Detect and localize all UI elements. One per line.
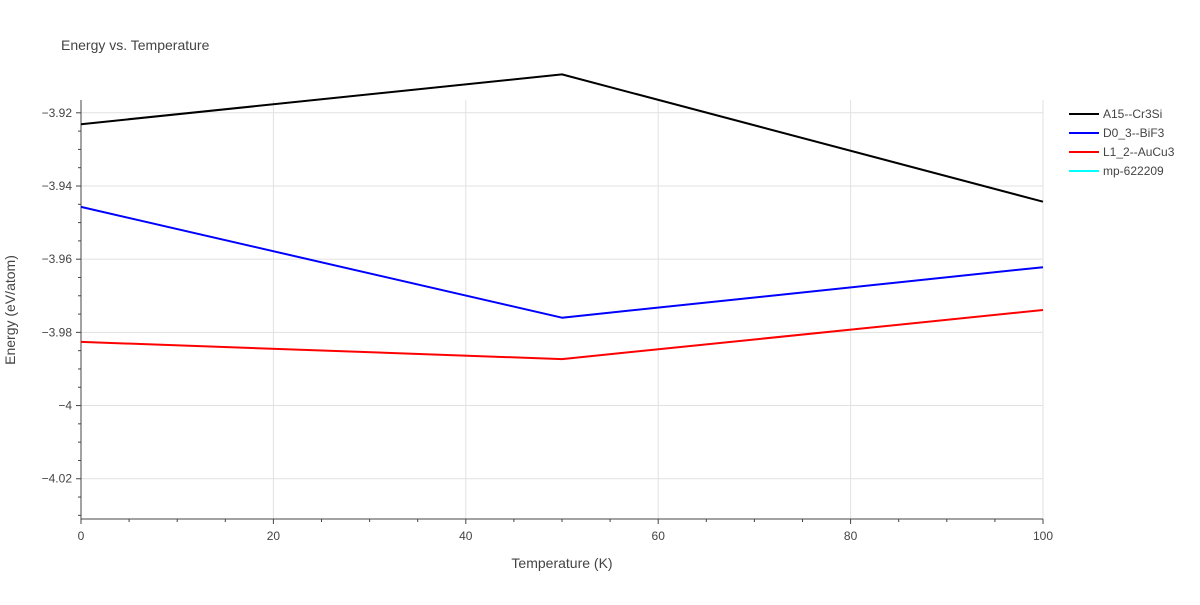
legend-label: mp-622209 <box>1103 164 1164 178</box>
x-axis-title: Temperature (K) <box>511 555 612 571</box>
x-tick-label: 60 <box>652 529 666 543</box>
legend-label: A15--Cr3Si <box>1103 107 1162 121</box>
y-tick-label: −4 <box>58 399 72 413</box>
x-tick-label: 0 <box>78 529 85 543</box>
grid-layer <box>81 100 1044 519</box>
y-tick-label: −3.94 <box>42 179 73 193</box>
legend-label: D0_3--BiF3 <box>1103 126 1165 140</box>
legend-item[interactable]: L1_2--AuCu3 <box>1069 145 1175 159</box>
y-tick-label: −4.02 <box>42 472 73 486</box>
x-tick-label: 100 <box>1033 529 1053 543</box>
y-axis-title: Energy (eV/atom) <box>2 255 18 365</box>
x-tick-label: 20 <box>267 529 281 543</box>
legend-item[interactable]: A15--Cr3Si <box>1069 107 1162 121</box>
y-tick-label: −3.96 <box>42 252 73 266</box>
chart-title: Energy vs. Temperature <box>61 37 210 53</box>
series-line-d0-3-bif3 <box>80 205 1044 319</box>
axis-layer: 0 20 40 60 80 100 −3.92 −3.94 −3.96 −3.98 −4 −4.02 <box>42 100 1053 543</box>
series-layer <box>80 73 1044 361</box>
legend-item[interactable]: mp-622209 <box>1069 164 1164 178</box>
series-line-l1-2-aucu3 <box>80 309 1044 361</box>
legend-label: L1_2--AuCu3 <box>1103 145 1175 159</box>
x-tick-label: 80 <box>844 529 858 543</box>
y-tick-label: −3.92 <box>42 106 73 120</box>
legend-item[interactable]: D0_3--BiF3 <box>1069 126 1165 140</box>
x-tick-label: 40 <box>459 529 473 543</box>
legend[interactable]: A15--Cr3Si D0_3--BiF3 L1_2--AuCu3 mp-622209 <box>1069 107 1175 178</box>
series-line-a15-cr3si <box>80 73 1044 203</box>
y-tick-label: −3.98 <box>42 325 73 339</box>
